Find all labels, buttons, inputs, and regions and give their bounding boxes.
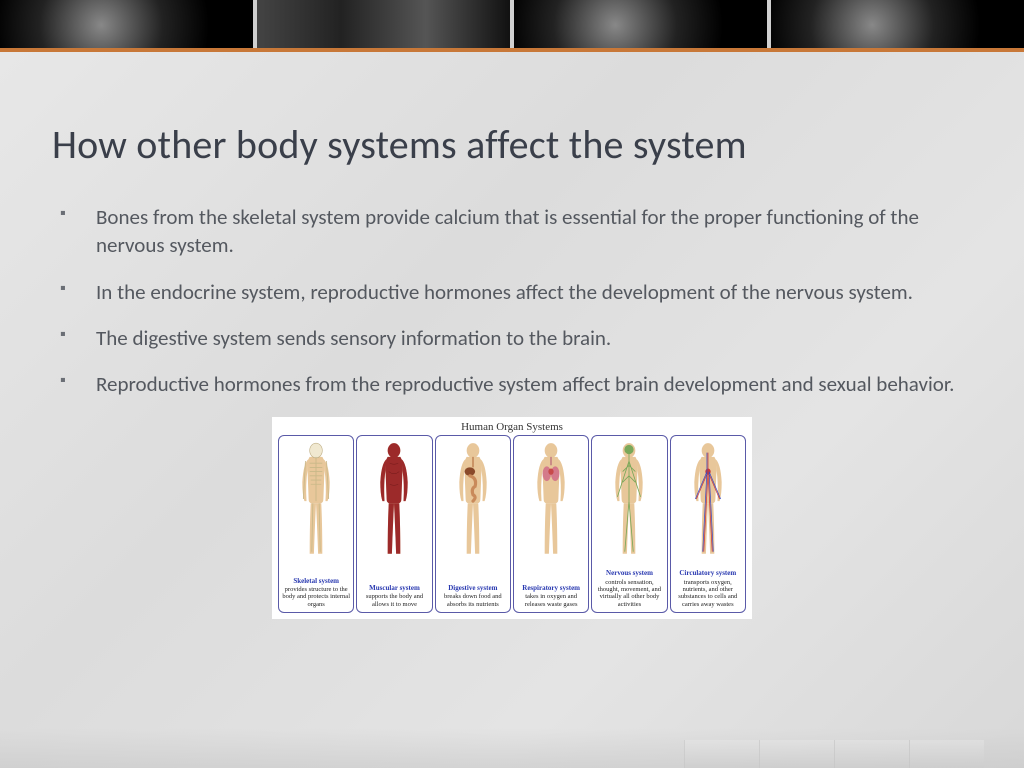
bullet-item: The digestive system sends sensory infor… [52, 324, 972, 352]
organ-panel: Respiratory systemtakes in oxygen and re… [513, 435, 589, 613]
figure-title: Human Organ Systems [278, 421, 746, 433]
panel-label: Nervous systemcontrols sensation, though… [594, 570, 664, 607]
organ-panel: Skeletal systemprovides structure to the… [278, 435, 354, 613]
organ-panel: Circulatory systemtransports oxygen, nut… [670, 435, 746, 613]
organ-systems-figure: Human Organ Systems Skeletal systemprovi… [272, 417, 752, 619]
slide-content: How other body systems affect the system… [52, 120, 972, 619]
panel-label: Digestive systembreaks down food and abs… [438, 585, 508, 608]
organ-panel: Digestive systembreaks down food and abs… [435, 435, 511, 613]
panel-label: Skeletal systemprovides structure to the… [281, 578, 351, 608]
slide-title: How other body systems affect the system [52, 120, 972, 169]
bullet-item: In the endocrine system, reproductive ho… [52, 278, 972, 306]
footer-blocks [684, 740, 984, 768]
panel-label: Circulatory systemtransports oxygen, nut… [673, 570, 743, 607]
bullet-list: Bones from the skeletal system provide c… [52, 203, 972, 399]
organ-panel: Muscular systemsupports the body and all… [356, 435, 432, 613]
figure-panels: Skeletal systemprovides structure to the… [278, 435, 746, 613]
accent-bar [0, 48, 1024, 52]
panel-label: Respiratory systemtakes in oxygen and re… [516, 585, 586, 608]
panel-label: Muscular systemsupports the body and all… [359, 585, 429, 608]
organ-panel: Nervous systemcontrols sensation, though… [591, 435, 667, 613]
decorative-banner [0, 0, 1024, 50]
bullet-item: Bones from the skeletal system provide c… [52, 203, 972, 260]
bullet-item: Reproductive hormones from the reproduct… [52, 370, 972, 398]
